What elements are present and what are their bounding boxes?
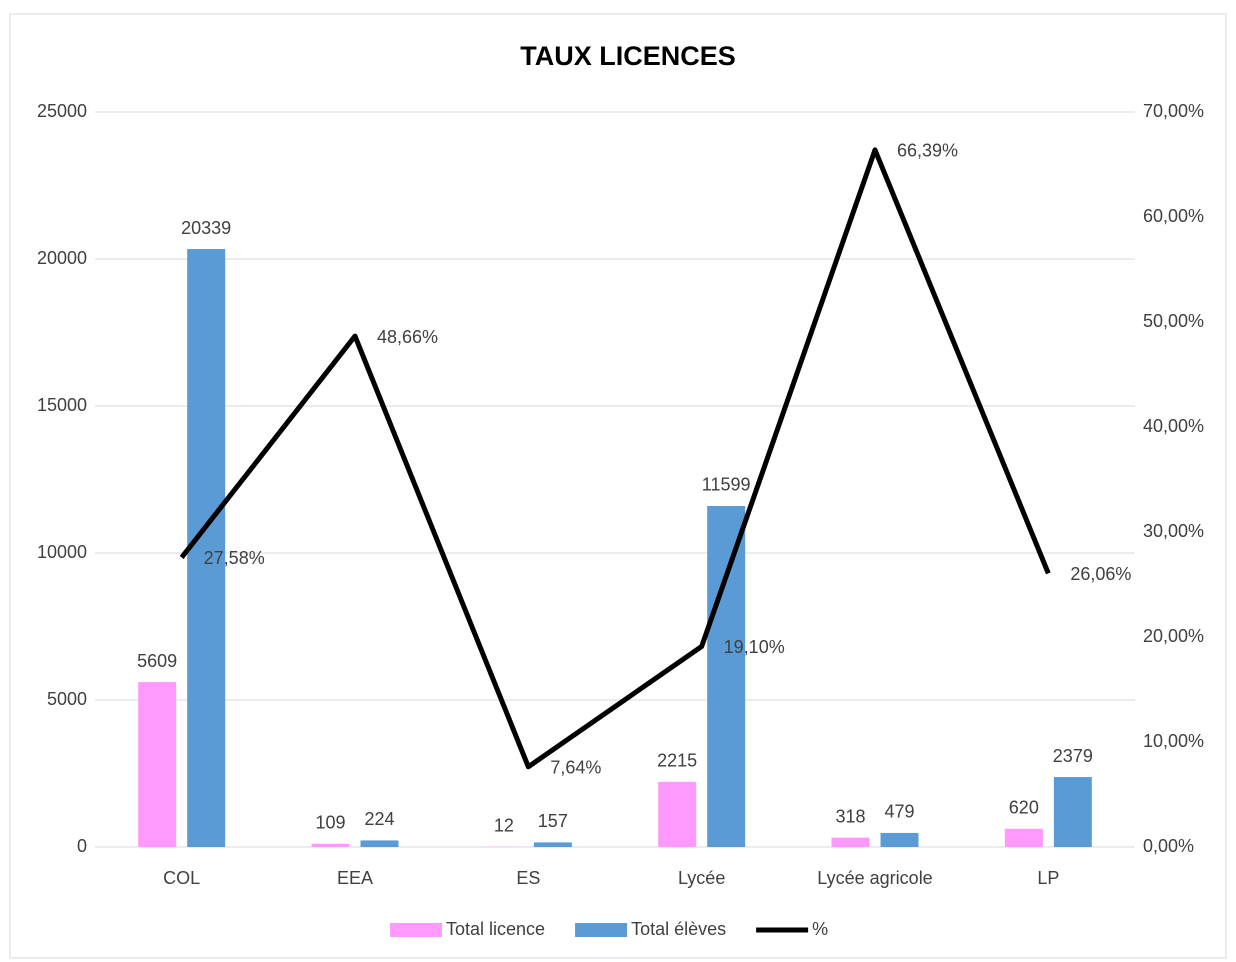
y-tick-label: 20000 bbox=[37, 248, 87, 268]
line-value-label: 66,39% bbox=[897, 141, 958, 161]
bar bbox=[658, 781, 697, 847]
line-value-label: 19,10% bbox=[724, 637, 785, 657]
y-tick-label: 5000 bbox=[47, 689, 87, 709]
bar bbox=[831, 837, 870, 847]
y-tick-label: 15000 bbox=[37, 395, 87, 415]
line-series bbox=[179, 147, 1051, 770]
x-tick-label: COL bbox=[163, 868, 200, 888]
bar bbox=[880, 832, 919, 847]
bar-value-label: 5609 bbox=[137, 651, 177, 671]
legend-label: Total licence bbox=[446, 919, 545, 939]
legend-swatch bbox=[575, 923, 628, 937]
bar-value-label: 11599 bbox=[702, 475, 751, 495]
legend-label: % bbox=[812, 919, 828, 939]
bar bbox=[707, 505, 746, 847]
line-value-label: 48,66% bbox=[377, 327, 438, 347]
legend-swatch bbox=[390, 923, 442, 937]
bar-value-label: 620 bbox=[1009, 798, 1039, 818]
bar-value-label: 20339 bbox=[181, 218, 231, 238]
bar-value-label: 12 bbox=[494, 815, 514, 835]
line-value-label: 27,58% bbox=[204, 548, 265, 568]
bar bbox=[533, 842, 572, 847]
x-tick-label: Lycée bbox=[678, 868, 725, 888]
y2-tick-label: 10,00% bbox=[1143, 731, 1204, 751]
y2-tick-label: 0,00% bbox=[1143, 836, 1194, 856]
bar-value-label: 2215 bbox=[657, 751, 697, 771]
bar-value-label: 157 bbox=[538, 811, 568, 831]
bar-value-label: 2379 bbox=[1053, 746, 1093, 766]
chart-title: TAUX LICENCES bbox=[520, 41, 736, 71]
bar bbox=[187, 249, 226, 848]
bar bbox=[311, 843, 350, 847]
bar-value-label: 318 bbox=[835, 806, 865, 826]
bar bbox=[1004, 828, 1043, 847]
x-tick-label: Lycée agricole bbox=[817, 868, 932, 888]
y-tick-label: 10000 bbox=[37, 542, 87, 562]
y2-tick-label: 70,00% bbox=[1143, 101, 1204, 121]
bar-value-label: 224 bbox=[364, 809, 394, 829]
bar-value-label: 109 bbox=[315, 813, 345, 833]
y-tick-label: 0 bbox=[77, 836, 87, 856]
bar-value-label: 479 bbox=[884, 802, 914, 822]
bar bbox=[360, 840, 399, 847]
y-tick-label: 25000 bbox=[37, 101, 87, 121]
x-tick-label: ES bbox=[516, 868, 540, 888]
y2-tick-label: 40,00% bbox=[1143, 416, 1204, 436]
line-value-label: 7,64% bbox=[550, 758, 601, 778]
y2-tick-label: 30,00% bbox=[1143, 521, 1204, 541]
x-tick-label: EEA bbox=[337, 868, 373, 888]
x-tick-label: LP bbox=[1037, 868, 1059, 888]
line-value-label: 26,06% bbox=[1070, 564, 1131, 584]
y2-tick-label: 20,00% bbox=[1143, 626, 1204, 646]
bar bbox=[138, 682, 177, 847]
bar bbox=[1053, 777, 1092, 847]
y2-tick-label: 60,00% bbox=[1143, 206, 1204, 226]
legend-label: Total élèves bbox=[631, 919, 726, 939]
y2-tick-label: 50,00% bbox=[1143, 311, 1204, 331]
